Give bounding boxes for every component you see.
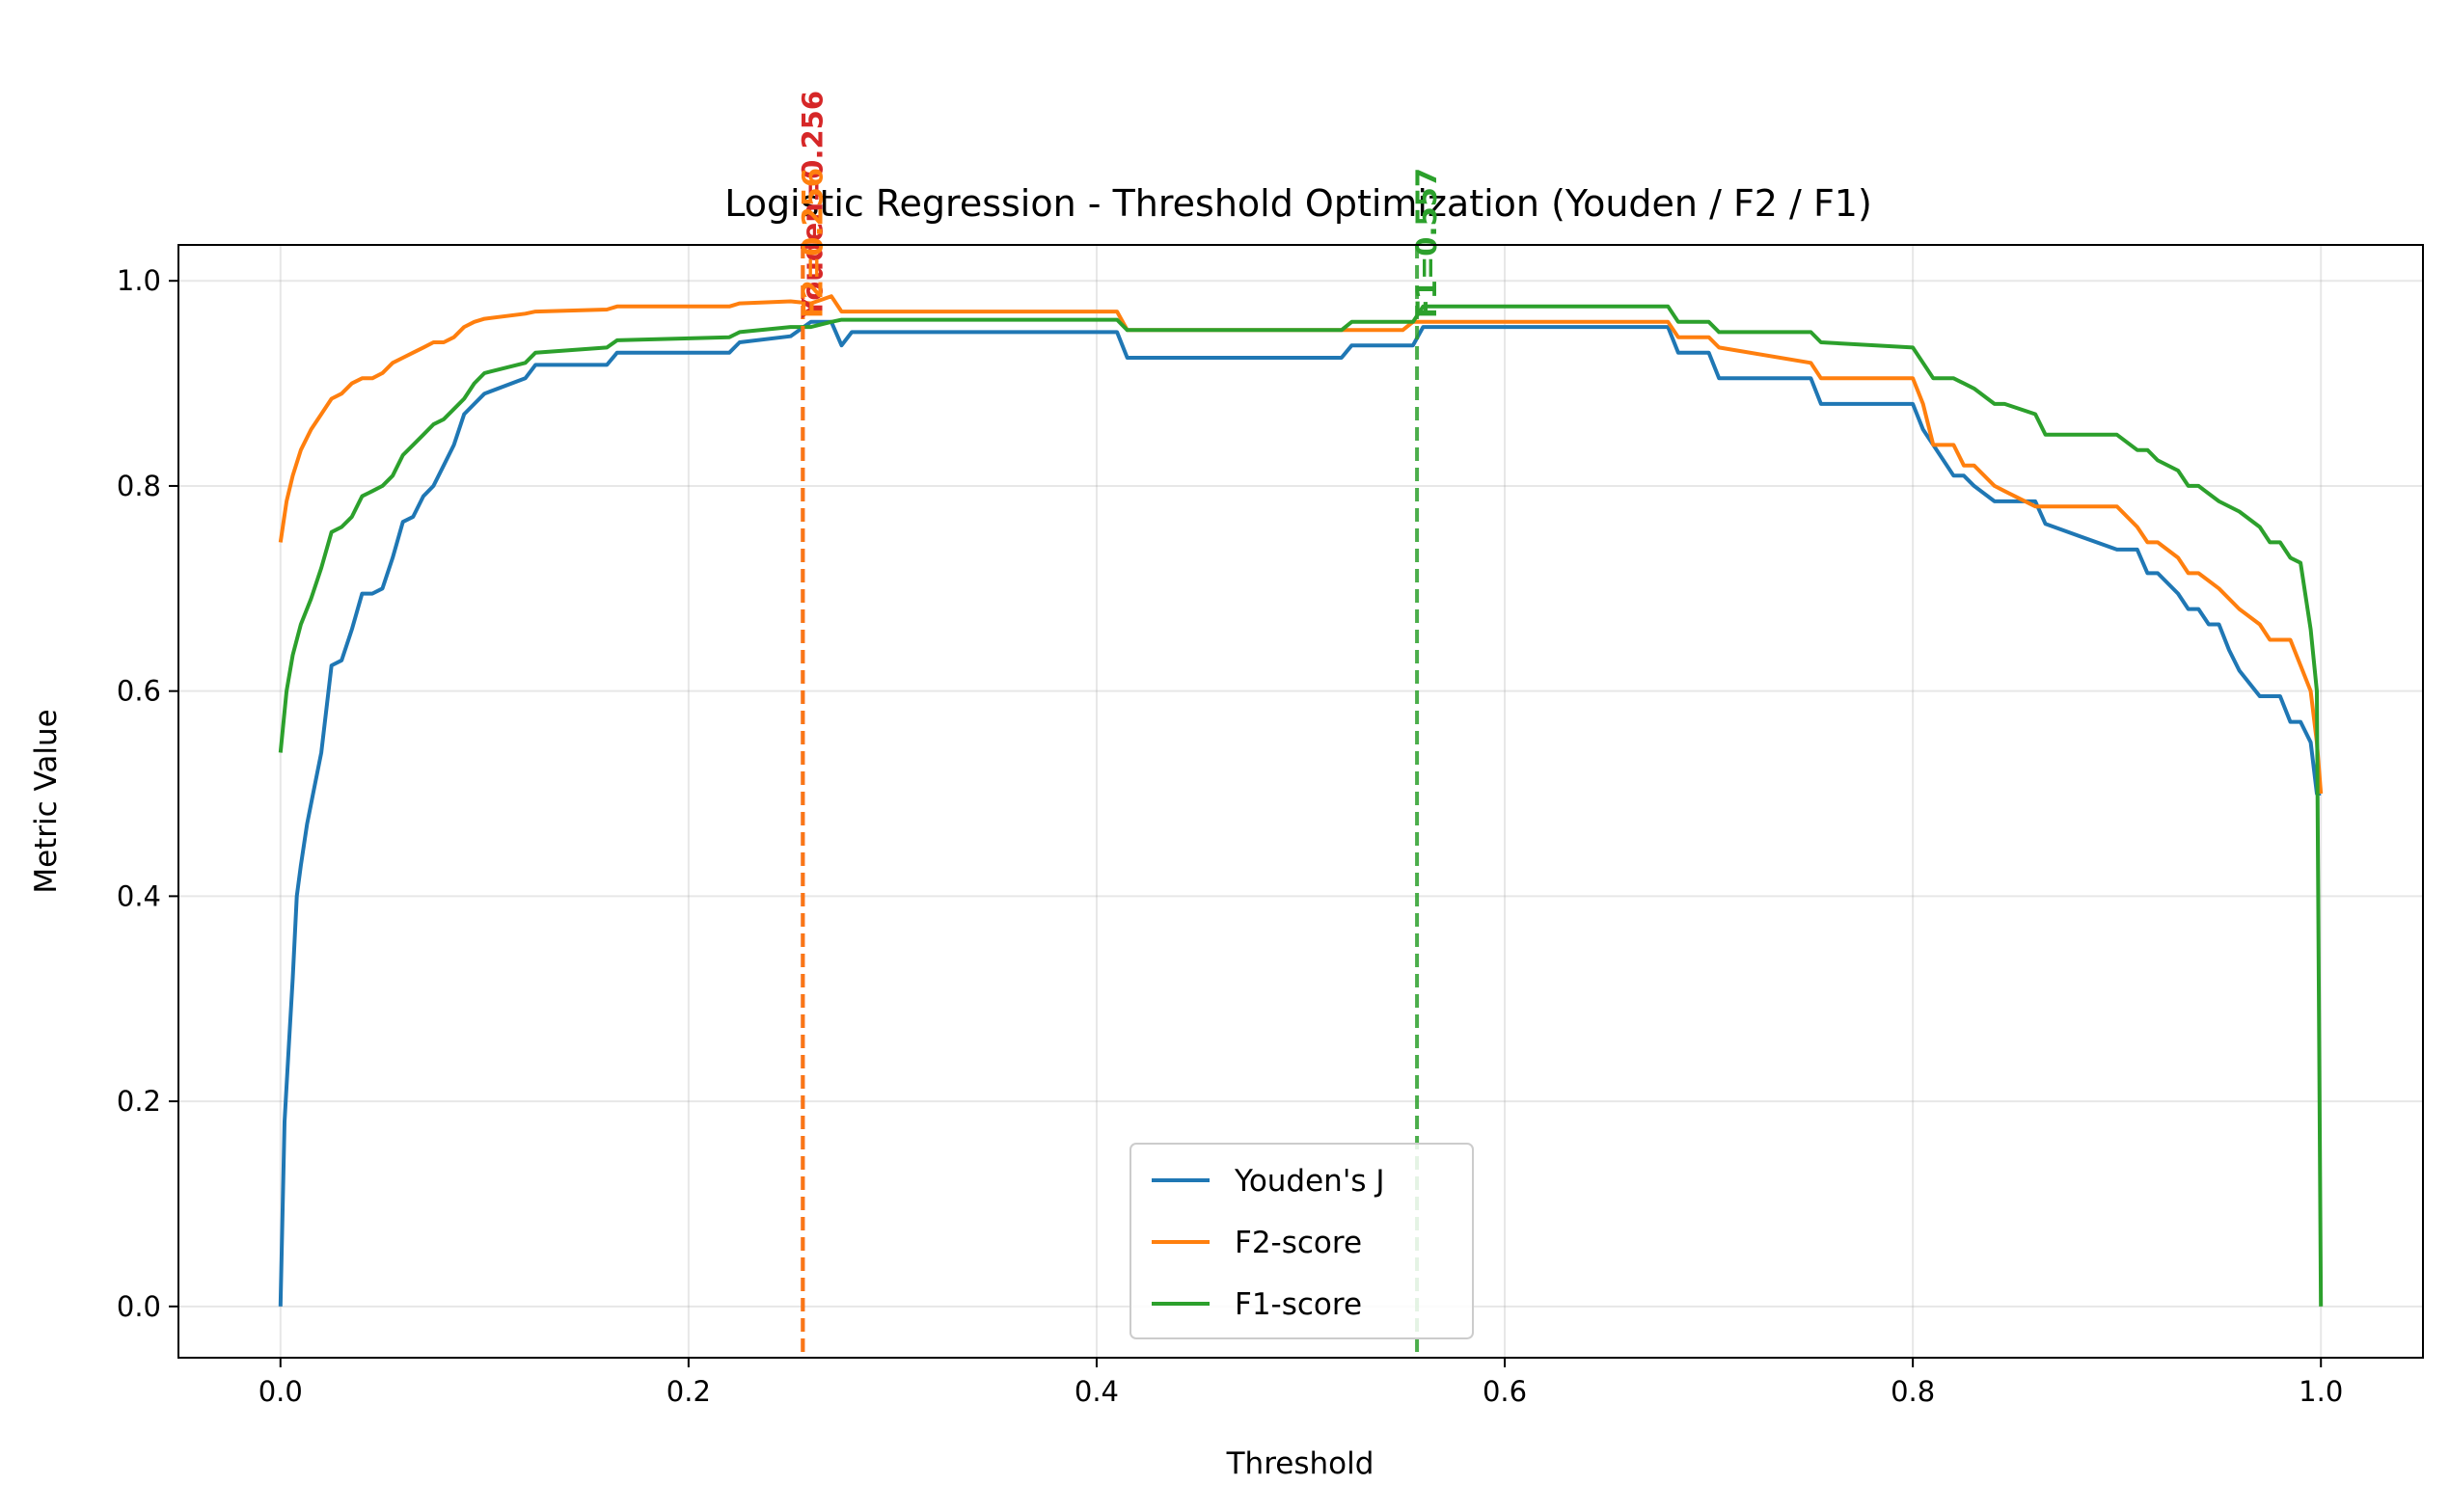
x-axis-ticks: 0.0 0.2 0.4 0.6 0.8 1.0 — [259, 1358, 2343, 1408]
y-tick-label: 1.0 — [117, 264, 161, 297]
y-tick-label: 0.8 — [117, 470, 161, 502]
x-axis-label: Threshold — [1226, 1446, 1374, 1481]
y-axis-label: Metric Value — [29, 709, 64, 893]
y-tick-label: 0.2 — [117, 1085, 161, 1118]
x-tick-label: 1.0 — [2299, 1375, 2343, 1408]
x-tick-label: 0.2 — [667, 1375, 711, 1408]
grid-lines — [178, 245, 2423, 1358]
series-line-2 — [278, 294, 2324, 795]
series-lines — [278, 294, 2324, 1307]
x-tick-label: 0.4 — [1075, 1375, 1119, 1408]
legend-entry: F2-score — [1235, 1226, 1362, 1260]
x-tick-label: 0.6 — [1483, 1375, 1527, 1408]
legend-entry: Youden's J — [1234, 1164, 1385, 1199]
threshold-annotation-3: F1=0.557 — [1410, 168, 1443, 318]
y-axis-ticks: 0.0 0.2 0.4 0.6 0.8 1.0 — [117, 264, 178, 1323]
chart-title: Logistic Regression - Threshold Optimiza… — [724, 182, 1872, 225]
legend-box — [1129, 1143, 1474, 1339]
legend: Youden's J F2-score F1-score — [1129, 1143, 1474, 1339]
series-line-3 — [278, 304, 2324, 1307]
series-line-1 — [278, 319, 2322, 1307]
y-tick-label: 0.6 — [117, 675, 161, 708]
y-tick-label: 0.0 — [117, 1290, 161, 1323]
threshold-annotation-2: F2=0.256 — [796, 168, 829, 318]
legend-entry: F1-score — [1235, 1287, 1362, 1322]
x-tick-label: 0.8 — [1891, 1375, 1935, 1408]
plot-area-frame — [177, 244, 2424, 1359]
y-tick-label: 0.4 — [117, 879, 161, 912]
x-tick-label: 0.0 — [259, 1375, 303, 1408]
threshold-annotation-1: Youden=0.256 — [796, 91, 829, 319]
